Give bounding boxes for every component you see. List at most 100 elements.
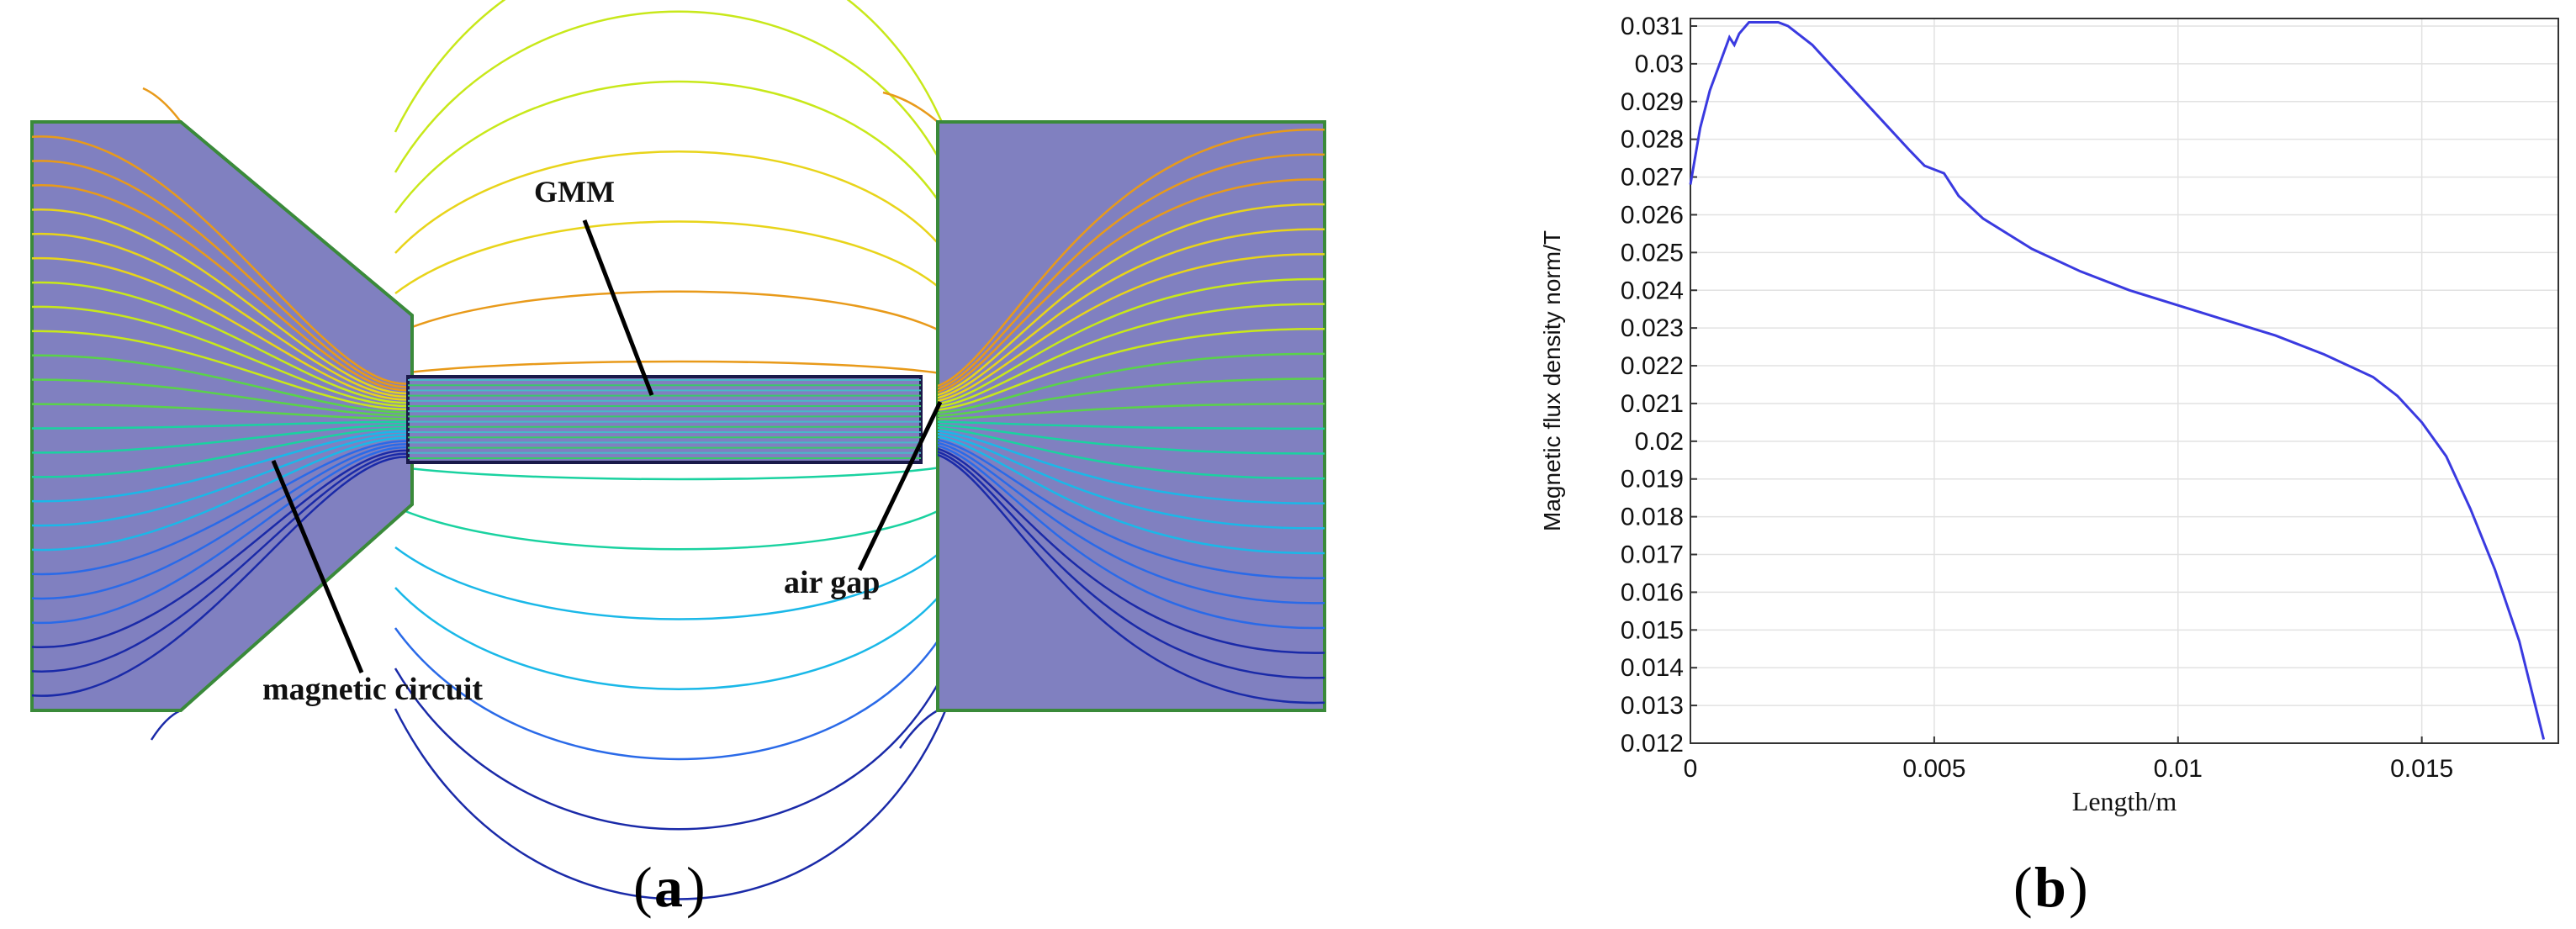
field-line [394, 80, 948, 214]
field-line [394, 587, 947, 690]
x-tick-label: 0 [1684, 755, 1698, 783]
panel-b-open-paren: ( [2013, 855, 2033, 919]
x-axis-ticks: 0 0.005 0.01 0.015 [1684, 736, 2453, 783]
field-line [32, 427, 412, 478]
x-axis-label: Length/m [2072, 786, 2177, 816]
y-tick-label: 0.018 [1621, 504, 1684, 531]
field-line [142, 87, 182, 123]
y-axis-label: Magnetic flux density norm/T [1539, 230, 1565, 531]
field-line [938, 435, 1325, 555]
field-line [32, 436, 412, 552]
magnetic-circuit-label: magnetic circuit [262, 672, 483, 707]
field-line [938, 153, 1325, 391]
field-line [394, 150, 947, 254]
field-line [32, 430, 412, 503]
field-line [938, 228, 1325, 400]
field-line [32, 330, 412, 410]
magnetic-field-diagram: GMM air gap magnetic circuit ( a ) [30, 0, 1326, 919]
right-pole-piece [936, 120, 1326, 712]
air-field-lines [142, 0, 948, 900]
field-line [938, 328, 1325, 412]
field-line [32, 208, 412, 395]
field-line [150, 709, 182, 741]
y-tick-label: 0.014 [1621, 654, 1684, 682]
magnetic-circuit-leader-line [271, 460, 364, 673]
field-line [938, 446, 1325, 654]
y-tick-label: 0.02 [1635, 428, 1684, 456]
y-tick-label: 0.013 [1621, 692, 1684, 720]
y-tick-label: 0.028 [1621, 126, 1684, 154]
y-tick-label: 0.023 [1621, 314, 1684, 342]
field-line [938, 377, 1325, 418]
y-tick-label: 0.012 [1621, 730, 1684, 757]
field-line [32, 452, 412, 673]
flux-density-line [1689, 21, 2546, 740]
y-tick-label: 0.017 [1621, 541, 1684, 569]
field-line [938, 423, 1325, 455]
field-line [32, 403, 412, 420]
field-line [32, 160, 412, 388]
y-tick-label: 0.015 [1621, 616, 1684, 644]
field-line [938, 203, 1325, 397]
field-line [32, 378, 412, 417]
flux-density-chart: 0.012 0.013 0.014 0.015 0.016 0.017 0.018 0.019… [1539, 13, 2559, 919]
field-line [32, 305, 412, 408]
left-pole-field-lines [32, 135, 412, 697]
field-line [32, 135, 412, 385]
field-line [938, 432, 1325, 530]
field-line [394, 627, 948, 761]
field-line [938, 429, 1325, 505]
field-line [938, 303, 1325, 409]
field-line [882, 91, 939, 123]
field-line [898, 709, 939, 749]
field-line [32, 440, 412, 576]
field-line [32, 420, 412, 430]
panel-b-close-paren: ) [2069, 855, 2088, 919]
field-line [32, 232, 412, 398]
y-tick-label: 0.03 [1635, 50, 1684, 78]
field-line [394, 10, 948, 173]
field-line [32, 424, 412, 454]
panel-a-letter: a [654, 855, 683, 919]
field-line [394, 220, 947, 294]
left-pole-piece [30, 120, 414, 712]
air-gap-label: air gap [784, 565, 880, 600]
field-line [938, 444, 1325, 630]
field-line [32, 446, 412, 625]
field-line [32, 281, 412, 404]
x-tick-label: 0.015 [2390, 755, 2453, 783]
panel-a-open-paren: ( [633, 855, 653, 919]
field-line [394, 360, 947, 376]
y-tick-label: 0.029 [1621, 88, 1684, 116]
field-line [938, 441, 1325, 604]
field-line [394, 546, 947, 620]
panel-a: GMM air gap magnetic circuit ( a ) [30, 0, 1326, 919]
gmm-field-lines [408, 379, 921, 459]
right-pole-field-lines [938, 128, 1325, 705]
field-line [938, 426, 1325, 480]
field-line [394, 505, 947, 551]
y-tick-label: 0.022 [1621, 352, 1684, 380]
y-tick-label: 0.026 [1621, 201, 1684, 229]
field-line [938, 277, 1325, 406]
field-line [938, 402, 1325, 420]
field-line [938, 128, 1325, 388]
field-line [32, 354, 412, 414]
x-tick-label: 0.01 [2154, 755, 2203, 783]
y-tick-label: 0.031 [1621, 13, 1684, 40]
plot-frame [1690, 18, 2559, 744]
y-tick-label: 0.027 [1621, 164, 1684, 192]
x-tick-label: 0.005 [1902, 755, 1965, 783]
field-line [394, 0, 948, 133]
field-line [32, 456, 412, 697]
field-line [938, 253, 1325, 403]
field-line [32, 443, 412, 600]
panel-b-letter: b [2034, 855, 2066, 919]
field-line [938, 452, 1325, 705]
field-line [938, 450, 1325, 679]
y-tick-label: 0.025 [1621, 239, 1684, 267]
gmm-label: GMM [534, 175, 615, 208]
field-line [32, 256, 412, 401]
y-axis-ticks: 0.012 0.013 0.014 0.015 0.016 0.017 0.018 0.019… [1621, 13, 1697, 757]
field-line [938, 352, 1325, 414]
